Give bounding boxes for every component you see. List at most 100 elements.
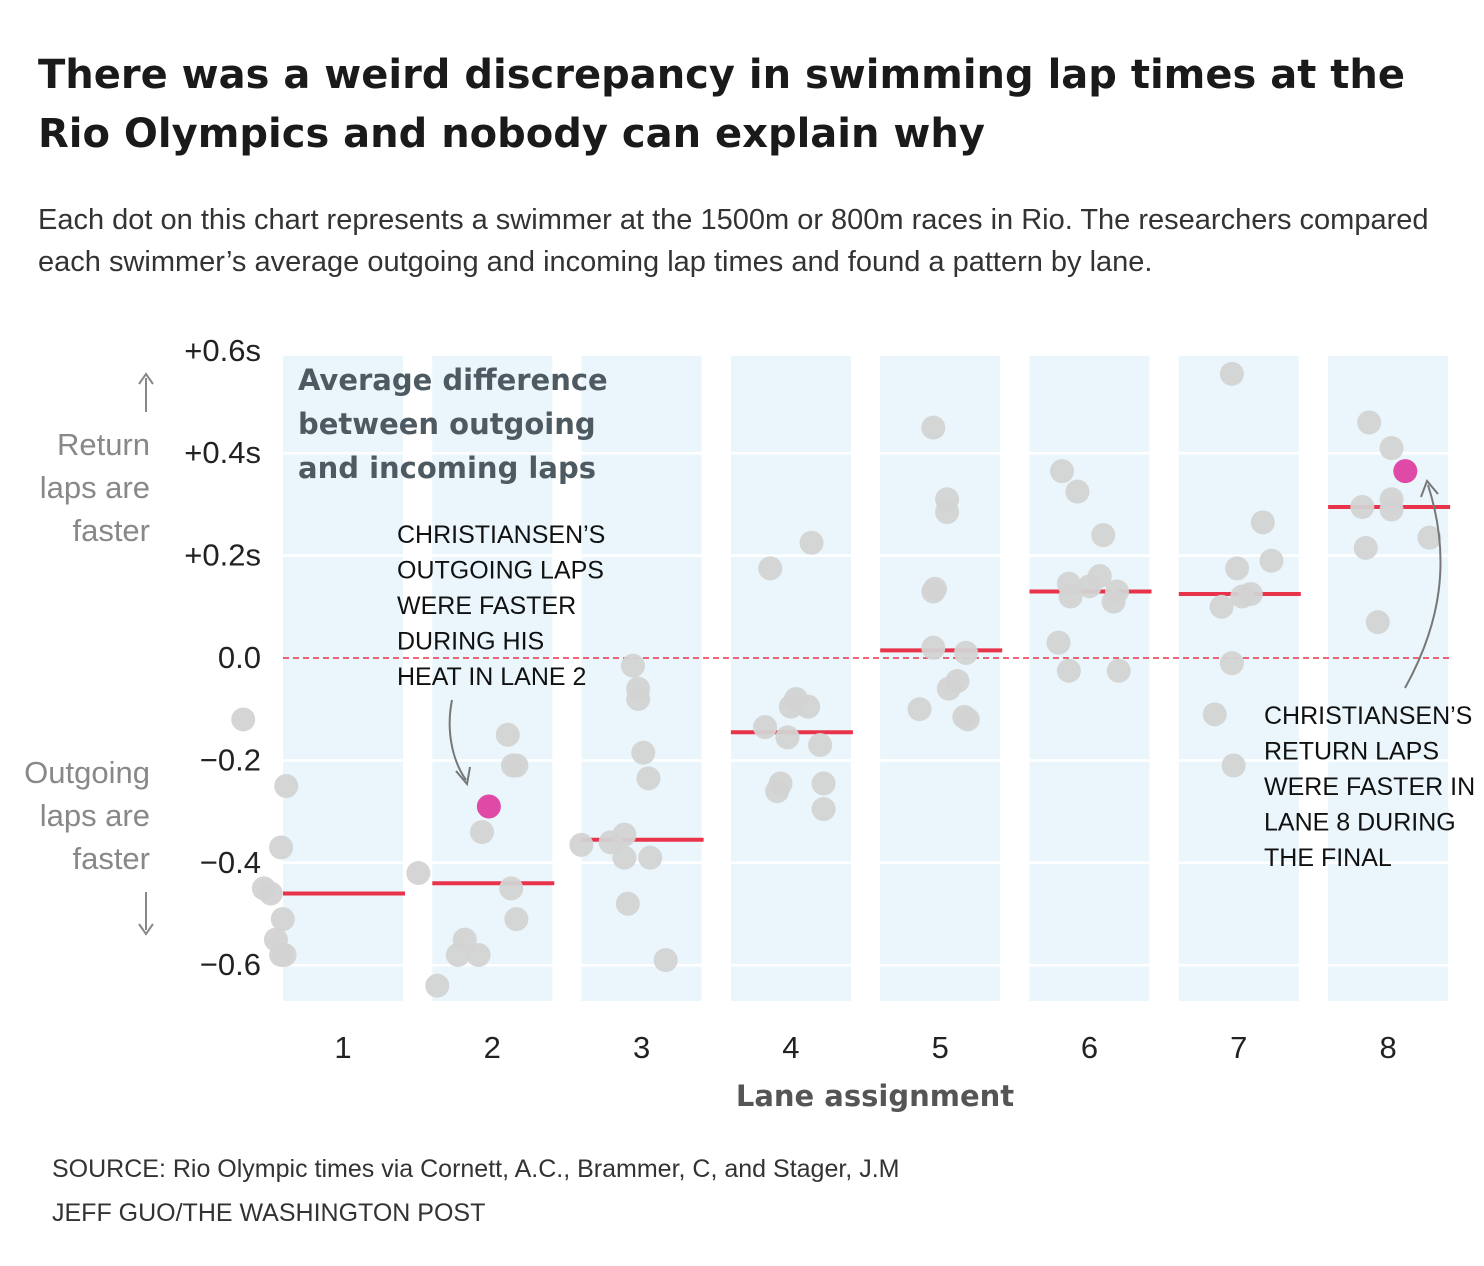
swimmer-dot [258,881,283,906]
swimmer-dot [495,722,520,747]
x-tick-labels: 1 2 3 4 5 6 7 8 [334,1030,1396,1065]
headline: There was a weird discrepancy in swimmin… [38,52,1405,157]
x-axis-title: Lane assignment [736,1079,1014,1113]
x-tick-label: 3 [633,1030,650,1065]
lane-band-6 [1029,355,1150,1002]
annotation-arrow-lane-2 [448,699,467,781]
lane-band-2 [432,355,553,1002]
side-labels: Return laps are faster Outgoing laps are fas… [24,372,154,936]
swimmer-dot [1259,548,1284,573]
swimmer-dot [753,715,778,740]
swimmer-dot [1221,753,1246,778]
swimmer-dot [1357,410,1382,435]
swimmer-dot [1250,510,1275,535]
lane-band-5 [880,355,1001,1002]
highlighted-swimmer-dot [476,794,501,819]
swimmer-dot [936,676,961,701]
x-tick-label: 5 [932,1030,949,1065]
y-tick-label: −0.2 [200,742,261,777]
lane-band-4 [730,355,851,1002]
y-tick-label: +0.6s [184,333,261,368]
y-tick-label: +0.2s [184,538,261,573]
x-tick-label: 1 [334,1030,351,1065]
swimmer-dot [1202,702,1227,727]
swimmer-dot [758,556,783,581]
side-label-return-faster: Return laps are faster [40,427,150,548]
swimmer-dot [921,415,946,440]
swimmer-dot [636,766,661,791]
highlighted-swimmer-dot [1393,459,1418,484]
swimmer-dot [923,576,948,601]
swimmer-dot [1379,436,1404,461]
annotation-text-lane-8: CHRISTIANSEN’S RETURN LAPS WERE FASTER IN L… [1264,702,1475,872]
annotation-arrow-lane-8 [1404,484,1442,689]
swimmer-dot [504,907,529,932]
swimmer-dot [1065,479,1090,504]
swimmer-dot [1046,630,1071,655]
swimmer-dot [1058,584,1083,609]
y-tick-labels: +0.6s +0.4s +0.2s 0.0 −0.2 −0.4 −0.6 [184,333,261,982]
credit-line: JEFF GUO/THE WASHINGTON POST [52,1199,486,1227]
swimmer-dot [1049,459,1074,484]
swimmer-dot [954,640,978,665]
swimmer-dot [1077,574,1102,599]
swimmer-dot [1209,594,1234,619]
swimmer-dot [796,694,821,719]
swimmer-dot [406,861,431,886]
swimmer-dot [274,774,299,798]
swimmer-dot [269,942,294,967]
swimmer-dot [765,779,790,804]
swimmer-dot [269,835,294,860]
swimmer-dot [1091,523,1116,548]
swimmer-dot [1379,497,1404,522]
arrowhead-icon [455,766,471,787]
swimmer-dot [504,753,529,778]
y-tick-label: −0.4 [200,845,261,880]
swimmer-dot [935,500,960,525]
swimmer-dot [799,530,824,555]
swimmer-dot [921,635,946,660]
down-arrow-icon [138,892,154,936]
swimmer-dot [1350,494,1375,519]
swimmer-dot [955,707,980,732]
source-note: SOURCE: Rio Olympic times via Cornett, A… [52,1155,900,1183]
swimmer-dots [231,361,1442,998]
swimmer-dot [1219,651,1244,676]
x-tick-label: 8 [1379,1030,1396,1065]
swimmer-dot [1353,535,1378,560]
dek: Each dot on this chart represents a swim… [38,204,1429,278]
swimmer-dot [808,733,833,758]
x-tick-label: 4 [782,1030,799,1065]
swimmer-dot [1225,556,1250,581]
x-tick-label: 6 [1081,1030,1098,1065]
lane-band-8 [1328,355,1449,1002]
lane-band-7 [1178,355,1299,1002]
swimmer-dot [466,942,491,967]
swimmer-dot [425,973,450,998]
swimmer-dot [615,891,640,916]
swimmer-dot [1365,610,1390,635]
chart-title: Average difference between outgoing and in… [298,363,608,485]
side-label-outgoing-faster: Outgoing laps are faster [24,755,150,876]
y-tick-label: −0.6 [200,947,261,982]
arrowhead-icon [1420,479,1439,498]
swimmer-dot [612,822,637,847]
swimmer-dot [569,832,594,857]
swimmer-dot [653,948,678,973]
y-tick-label: +0.4s [184,435,261,470]
swimmer-dot [811,797,836,822]
swimmer-dot [1417,525,1442,550]
swimmer-dot [1219,361,1244,386]
x-tick-label: 2 [484,1030,501,1065]
swimmer-dot [811,771,836,796]
swimmer-dot [231,707,256,732]
annotation-text-lane-2: CHRISTIANSEN’S OUTGOING LAPS WERE FASTER DU… [397,521,605,691]
swimmer-dot [778,694,803,719]
swimmer-dot [1101,589,1126,614]
swimmer-dot [1106,658,1131,683]
swimmer-dot [631,740,656,765]
swimmer-dot [612,845,637,870]
swimmer-dot [469,820,494,845]
y-tick-label: 0.0 [218,640,261,675]
annotation-lane-2: CHRISTIANSEN’S OUTGOING LAPS WERE FASTER DU… [397,521,605,787]
